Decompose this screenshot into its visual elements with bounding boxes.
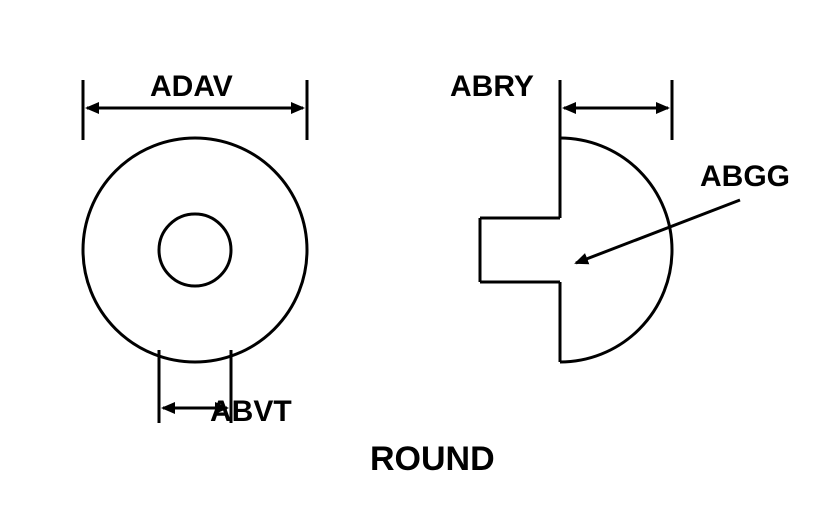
diagram-canvas <box>0 0 840 510</box>
dome-arc <box>560 138 672 362</box>
abvt-label: ABVT <box>210 395 292 429</box>
abgg-label: ABGG <box>700 160 790 194</box>
outer-circle <box>83 138 307 362</box>
abgg-leader <box>576 200 740 263</box>
diagram-title: ROUND <box>370 440 495 479</box>
adav-label: ADAV <box>150 70 233 104</box>
abry-label: ABRY <box>450 70 534 104</box>
inner-circle <box>159 214 231 286</box>
